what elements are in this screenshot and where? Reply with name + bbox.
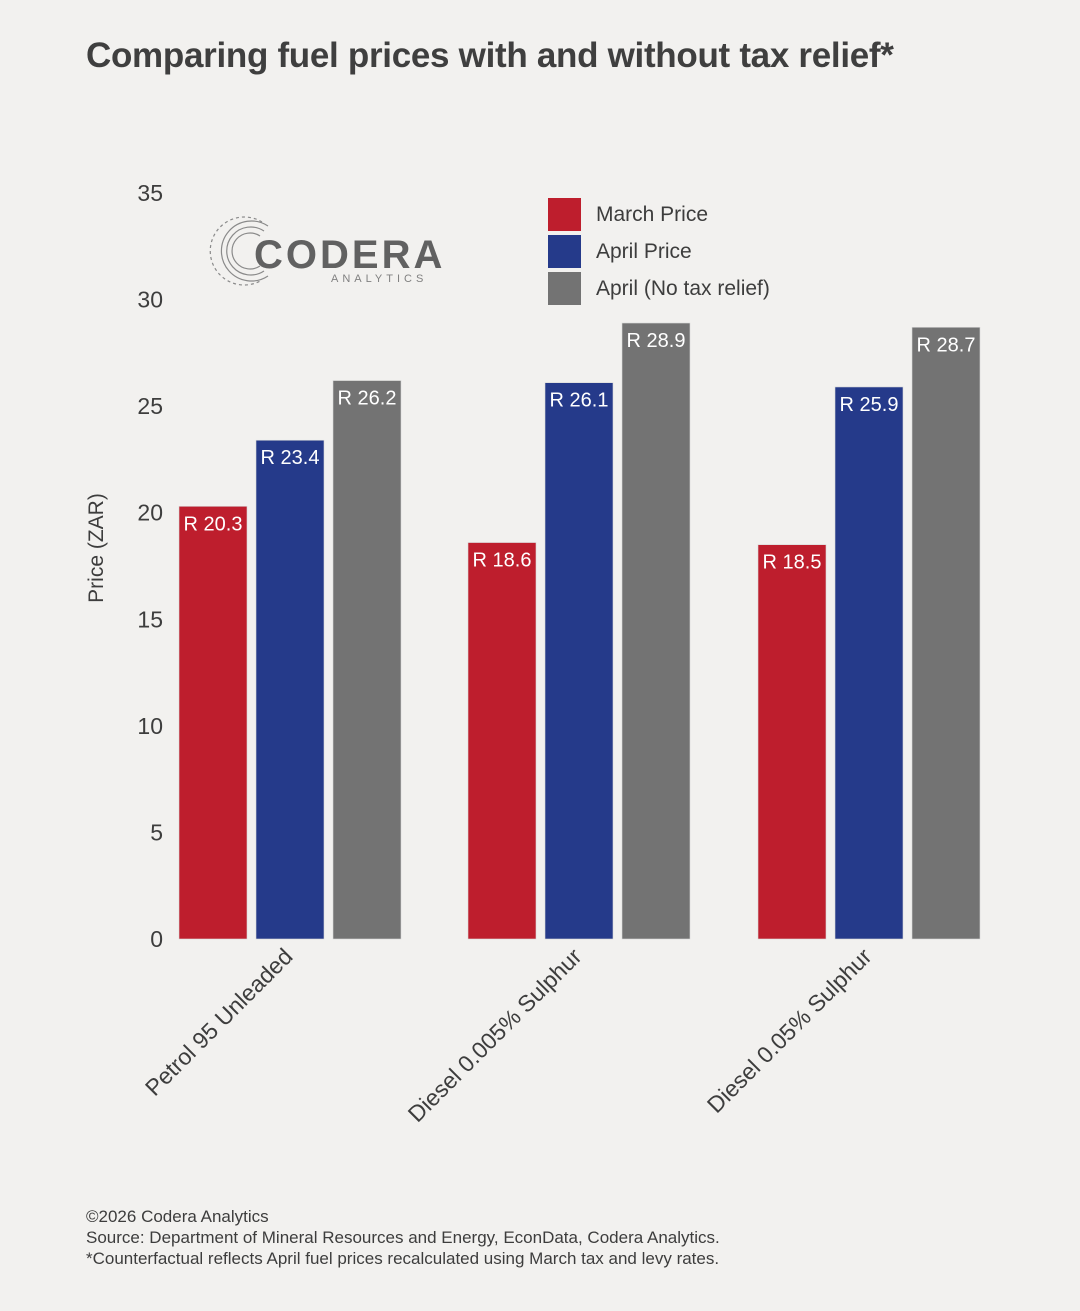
y-tick-label: 15 (137, 606, 163, 632)
y-tick-label: 5 (150, 819, 163, 845)
bar (255, 439, 325, 940)
legend-label: March Price (596, 203, 708, 226)
legend-swatch (548, 235, 581, 268)
bar-value-label: R 20.3 (184, 513, 243, 535)
logo-mark-icon (209, 216, 269, 286)
y-tick-label: 25 (137, 393, 163, 419)
bar-value-label: R 18.6 (473, 550, 532, 572)
footer: ©2026 Codera Analytics Source: Departmen… (86, 1206, 720, 1269)
x-tick-label: Petrol 95 Unleaded (140, 943, 298, 1101)
y-tick-label: 0 (150, 926, 163, 952)
y-tick-label: 30 (137, 287, 163, 313)
bars: R 20.3 R 23.4 R 26.2 R 18.6 R 26.1 R 28.9 R 18… (178, 322, 981, 940)
logo-name: CODERA (254, 233, 445, 277)
source-note: Source: Department of Mineral Resources … (86, 1228, 720, 1247)
legend-swatch (548, 198, 581, 231)
y-axis-label: Price (ZAR) (85, 493, 108, 603)
bar (178, 506, 248, 940)
bar (834, 386, 904, 940)
bar-value-label: R 25.9 (840, 394, 899, 416)
x-tick-label: Diesel 0.005% Sulphur (403, 943, 587, 1127)
bar-value-label: R 28.9 (627, 330, 686, 352)
y-tick-label: 35 (137, 180, 163, 206)
bar-value-label: R 26.1 (550, 390, 609, 412)
bar-value-label: R 23.4 (261, 447, 320, 469)
codera-logo: CODERA ANALYTICS (209, 216, 445, 286)
bar-value-label: R 28.7 (917, 334, 976, 356)
x-tick-label: Diesel 0.05% Sulphur (702, 943, 877, 1118)
y-tick-label: 10 (137, 713, 163, 739)
legend: March Price April Price April (No tax reli… (548, 198, 770, 305)
counterfactual-note: *Counterfactual reflects April fuel pric… (86, 1249, 720, 1268)
bar (757, 544, 827, 940)
y-tick-label: 20 (137, 500, 163, 526)
y-axis: 0 5 10 15 20 25 30 35 (137, 180, 163, 952)
bar (911, 326, 981, 940)
legend-label: April (No tax relief) (596, 277, 770, 300)
legend-swatch (548, 272, 581, 305)
bar-value-label: R 26.2 (338, 388, 397, 410)
bar (621, 322, 691, 940)
copyright: ©2026 Codera Analytics (86, 1207, 269, 1226)
x-axis: Petrol 95 Unleaded Diesel 0.005% Sulphur D… (140, 943, 877, 1127)
logo-sub: ANALYTICS (331, 273, 427, 285)
bar-value-label: R 18.5 (763, 552, 822, 574)
bar (544, 382, 614, 940)
bar (332, 380, 402, 940)
legend-label: April Price (596, 240, 692, 263)
chart-title: Comparing fuel prices with and without t… (86, 36, 894, 75)
bar (467, 542, 537, 940)
